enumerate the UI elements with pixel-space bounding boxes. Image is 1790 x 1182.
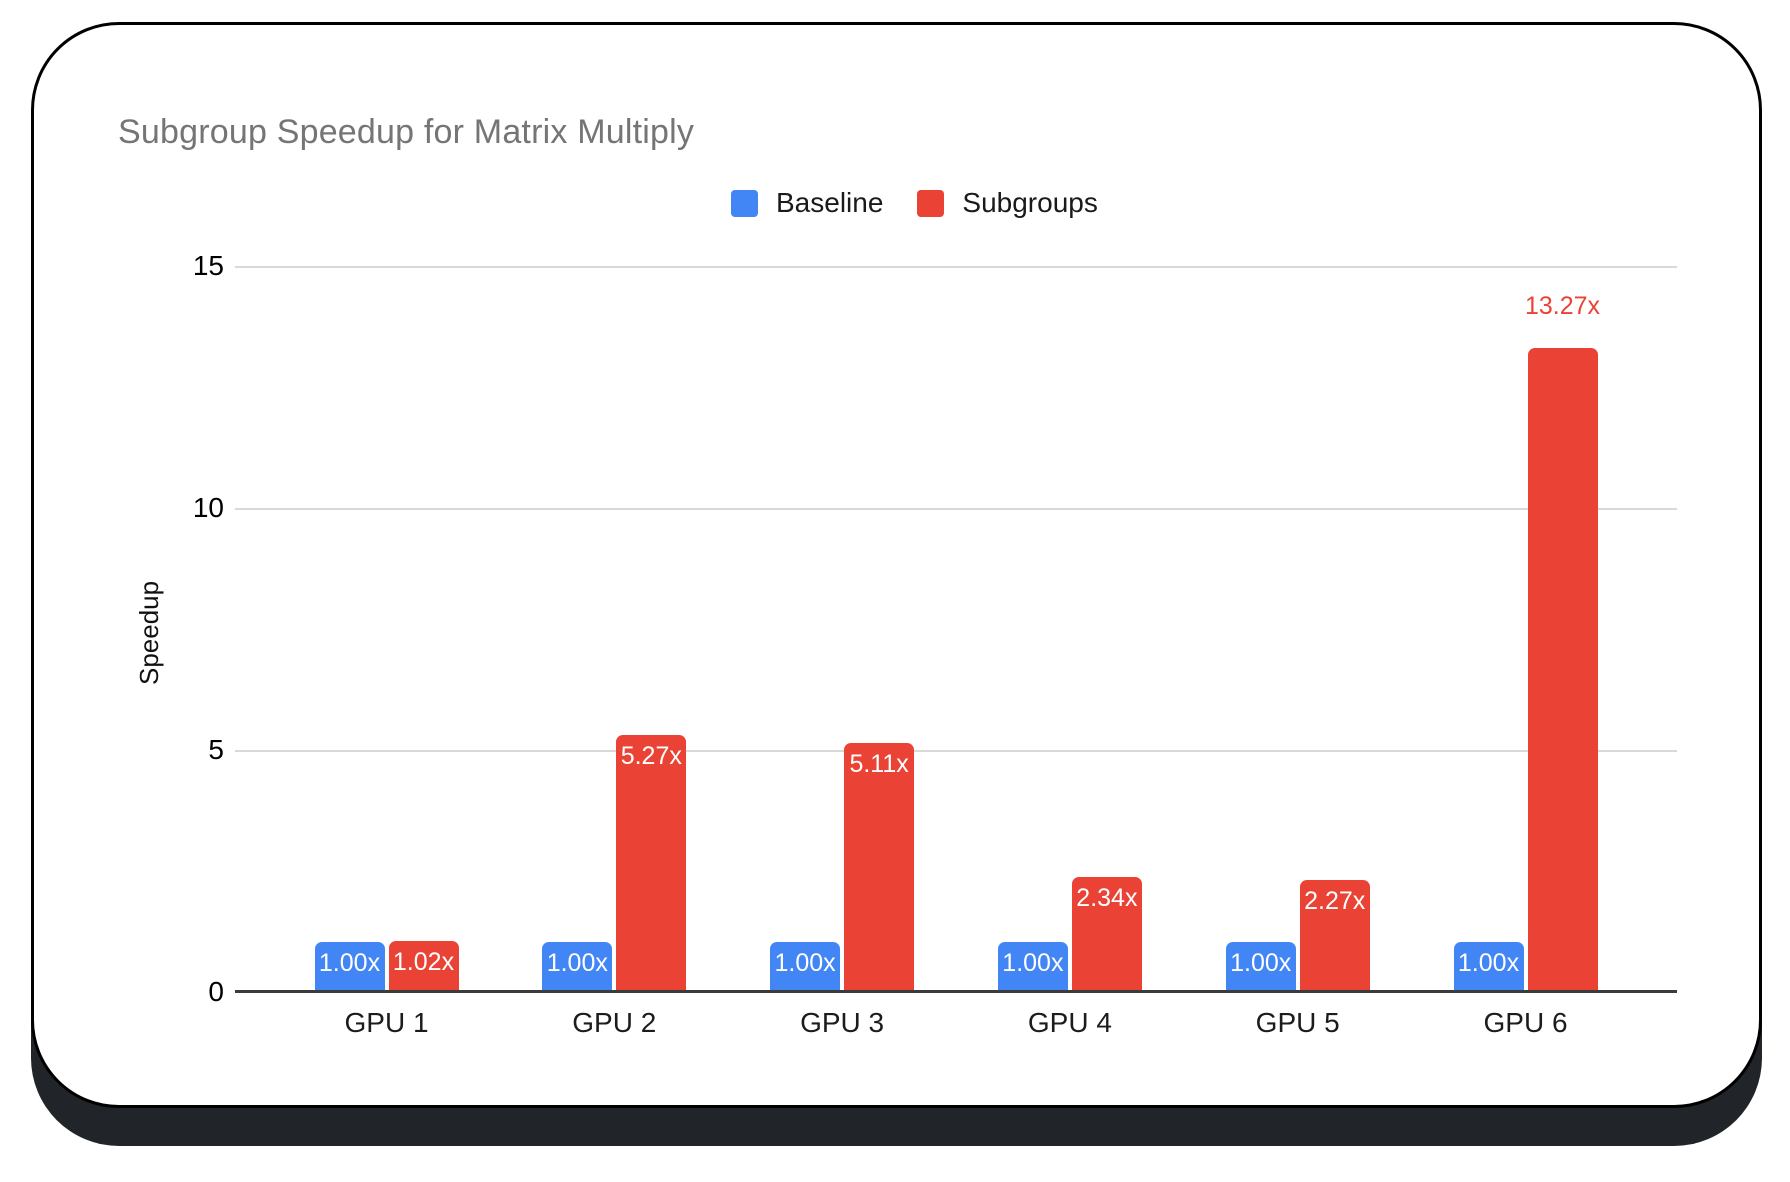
value-label-subgroups-gpu-6: 13.27x [1524,291,1601,320]
bar-baseline-gpu-1 [314,941,385,990]
x-tick-label-gpu-2: GPU 2 [572,1007,657,1038]
legend-item-subgroups: Subgroups [917,187,1098,219]
x-tick-label-gpu-1: GPU 1 [344,1007,429,1038]
chart-title: Subgroup Speedup for Matrix Multiply [118,113,695,151]
value-label-subgroups-gpu-4: 2.34x [1076,883,1138,912]
bar-baseline-gpu-4 [997,941,1068,990]
bar-baseline-gpu-5 [1225,941,1296,990]
bar-baseline-gpu-3 [770,941,841,990]
x-tick-label-gpu-5: GPU 5 [1255,1007,1340,1038]
bar-baseline-gpu-2 [542,941,613,990]
legend-swatch-baseline-icon [731,189,758,217]
value-label-subgroups-gpu-5: 2.27x [1304,887,1366,916]
legend-label-baseline: Baseline [776,187,884,218]
y-tick-label-5: 5 [208,734,224,765]
plot-area: 0 5 10 15 1.00x 1.02x GPU 1 1.00x 5.27x GPU 2 1.00… [193,250,1677,1038]
gridline-15 [235,266,1677,268]
bar-subgroups-gpu-1 [388,940,459,990]
value-label-baseline-gpu-4: 1.00x [1002,948,1064,977]
value-label-subgroups-gpu-3: 5.11x [849,749,909,778]
gridline-10 [235,508,1677,510]
value-label-baseline-gpu-5: 1.00x [1230,948,1292,977]
x-tick-label-gpu-3: GPU 3 [800,1007,885,1038]
bar-subgroups-gpu-2 [616,734,687,990]
legend-swatch-subgroups-icon [917,189,945,217]
chart-card: Subgroup Speedup for Matrix Multiply Bas… [31,22,1762,1108]
bar-baseline-gpu-6 [1453,941,1524,990]
y-tick-label-10: 10 [192,492,224,523]
value-label-baseline-gpu-2: 1.00x [546,948,608,977]
value-label-baseline-gpu-3: 1.00x [774,948,836,977]
x-tick-label-gpu-6: GPU 6 [1483,1007,1568,1038]
x-axis-line [235,990,1677,993]
y-tick-label-0: 0 [208,976,224,1007]
value-label-subgroups-gpu-2: 5.27x [620,741,682,770]
bar-subgroups-gpu-3 [844,742,915,990]
gridline-5 [235,750,1677,752]
x-tick-label-gpu-4: GPU 4 [1027,1007,1112,1038]
bar-subgroups-gpu-5 [1299,880,1370,990]
bar-subgroups-gpu-4 [1071,876,1142,990]
bar-subgroups-gpu-6 [1527,347,1598,990]
value-label-baseline-gpu-6: 1.00x [1457,948,1520,977]
legend: Baseline Subgroups [731,187,1098,219]
y-axis-title: Speedup [134,580,164,685]
y-tick-label-15: 15 [192,250,224,281]
legend-item-baseline: Baseline [731,187,883,219]
value-label-baseline-gpu-1: 1.00x [318,948,381,977]
legend-label-subgroups: Subgroups [962,187,1098,218]
value-label-subgroups-gpu-1: 1.02x [392,947,455,976]
